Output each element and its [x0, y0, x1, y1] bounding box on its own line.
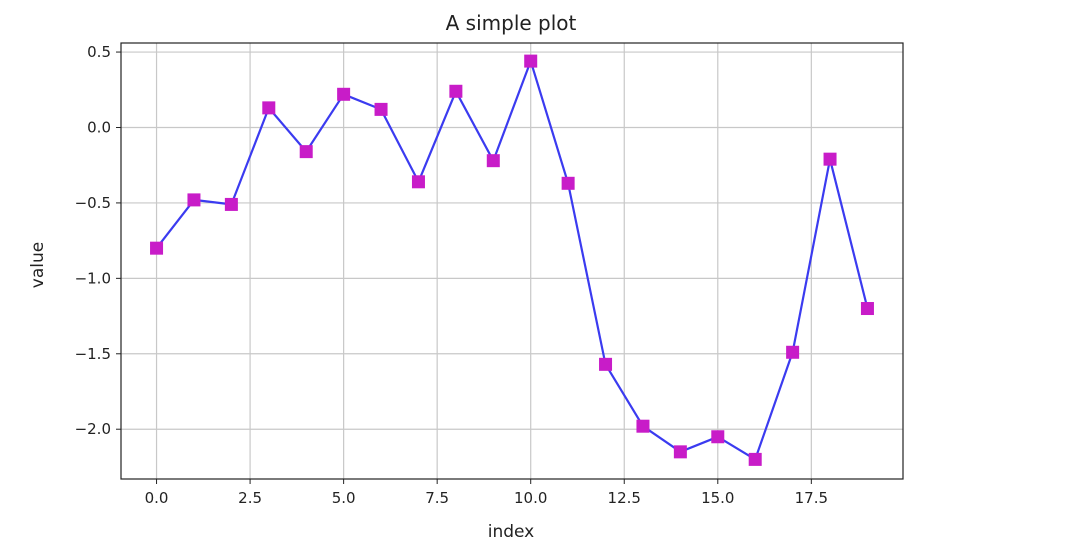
x-tick-label: 5.0: [332, 489, 356, 507]
data-point-marker: [673, 445, 687, 459]
y-tick-label: 0.5: [87, 43, 111, 61]
data-point-marker: [299, 145, 313, 159]
grid-layer: [121, 43, 903, 479]
data-point-marker: [524, 54, 538, 68]
data-point-marker: [711, 430, 725, 444]
y-tick-label: −2.0: [75, 420, 111, 438]
y-tick-label: 0.0: [87, 118, 111, 136]
x-axis-label: index: [488, 522, 535, 542]
y-axis-label: value: [28, 242, 48, 288]
data-point-marker: [599, 357, 613, 371]
data-point-marker: [561, 176, 575, 190]
series-layer: [150, 54, 874, 466]
data-point-marker: [748, 452, 762, 466]
y-tick-label: −1.5: [75, 345, 111, 363]
chart-title: A simple plot: [446, 11, 577, 35]
x-tick-label: 0.0: [145, 489, 169, 507]
data-point-marker: [786, 345, 800, 359]
data-point-marker: [150, 241, 164, 255]
series-line: [155, 59, 869, 461]
data-point-marker: [486, 154, 500, 168]
data-point-marker: [449, 84, 463, 98]
data-point-marker: [262, 101, 276, 115]
data-point-marker: [337, 87, 351, 101]
plot-frame: [120, 42, 904, 480]
axis-layer: 0.0 2.5 5.0 7.5 10.0 12.5 15.0 17.5 0.5 0.0 −0.5 −1…: [75, 42, 904, 507]
x-tick-label: 15.0: [701, 489, 734, 507]
data-point-marker: [224, 197, 238, 211]
x-tick-label: 17.5: [795, 489, 828, 507]
x-tick-label: 7.5: [425, 489, 449, 507]
x-tick-label: 12.5: [608, 489, 641, 507]
y-tick-label: −1.0: [75, 269, 111, 287]
data-point-marker: [411, 175, 425, 189]
y-tick-label: −0.5: [75, 194, 111, 212]
x-tick-label: 10.0: [514, 489, 547, 507]
x-tick-label: 2.5: [238, 489, 262, 507]
data-point-marker: [636, 419, 650, 433]
data-point-marker: [187, 193, 201, 207]
data-point-marker: [823, 152, 837, 166]
data-point-marker: [374, 102, 388, 116]
data-point-marker: [860, 302, 874, 316]
